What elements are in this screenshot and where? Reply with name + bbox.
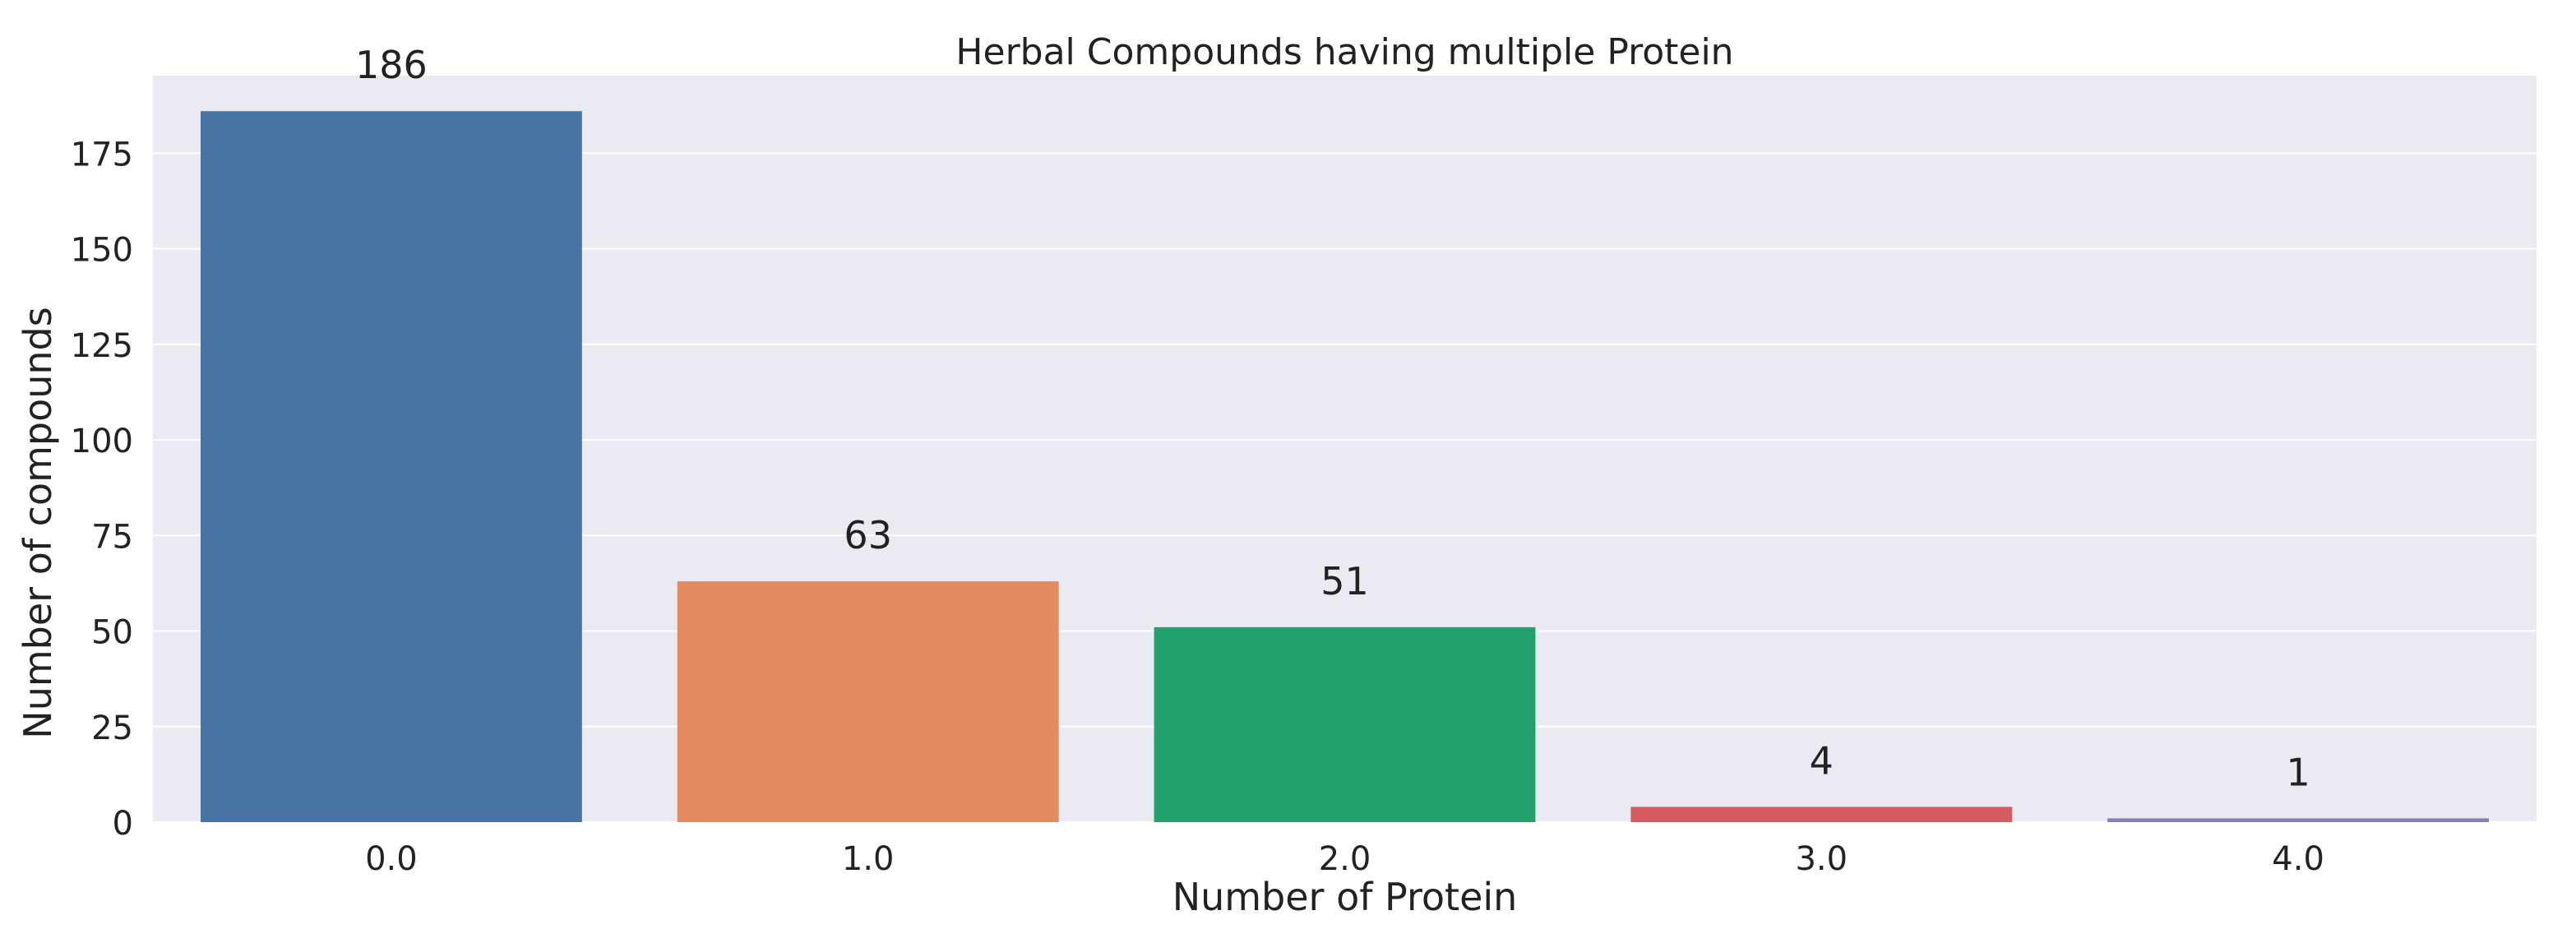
x-tick-label: 0.0 [365, 840, 418, 878]
x-tick-label: 1.0 [842, 840, 895, 878]
bar-value-label: 1 [2286, 750, 2310, 794]
y-axis-label: Number of compounds [16, 307, 60, 738]
x-tick-label: 4.0 [2272, 840, 2324, 878]
bar [2107, 818, 2490, 822]
chart-title: Herbal Compounds having multiple Protein [955, 31, 1733, 73]
x-tick-label: 3.0 [1795, 840, 1848, 878]
bar-value-label: 4 [1810, 738, 1834, 783]
x-axis-label: Number of Protein [1172, 875, 1518, 919]
y-tick-label: 75 [91, 518, 133, 556]
bar-value-label: 51 [1320, 559, 1369, 603]
bar-value-labels: 186 63 51 4 1 [355, 43, 2310, 794]
y-tick-label: 150 [71, 232, 133, 270]
y-tick-label: 100 [71, 423, 133, 460]
bar-value-label: 186 [355, 43, 428, 87]
x-tick-labels: 0.0 1.0 2.0 3.0 4.0 [365, 840, 2324, 878]
x-tick-label: 2.0 [1319, 840, 1371, 878]
y-tick-labels: 0 25 50 75 100 125 150 175 [71, 136, 133, 843]
y-tick-label: 25 [91, 710, 133, 747]
bar [1630, 807, 2013, 822]
bar [200, 111, 582, 822]
bar [677, 581, 1059, 822]
bar-value-label: 63 [844, 513, 892, 557]
y-tick-label: 50 [91, 614, 133, 652]
bars [200, 111, 2490, 822]
y-tick-label: 175 [71, 136, 133, 173]
y-tick-label: 125 [71, 327, 133, 365]
y-tick-label: 0 [113, 805, 133, 843]
bar [1154, 626, 1536, 822]
